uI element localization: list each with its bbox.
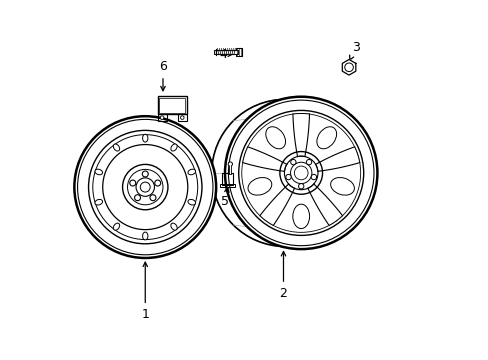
- Circle shape: [224, 97, 377, 249]
- Ellipse shape: [142, 134, 147, 142]
- Circle shape: [228, 100, 373, 246]
- Bar: [222, 173, 232, 185]
- Circle shape: [285, 174, 290, 180]
- Circle shape: [88, 130, 202, 244]
- Circle shape: [140, 182, 150, 192]
- Circle shape: [136, 178, 154, 196]
- Circle shape: [306, 159, 311, 165]
- Circle shape: [284, 156, 317, 190]
- Circle shape: [102, 145, 187, 230]
- Bar: [220, 184, 234, 187]
- Ellipse shape: [187, 169, 195, 175]
- Circle shape: [298, 184, 303, 189]
- Ellipse shape: [95, 169, 102, 175]
- Text: 3: 3: [349, 41, 359, 60]
- Text: 6: 6: [159, 60, 166, 91]
- Bar: [159, 98, 184, 113]
- Ellipse shape: [113, 144, 120, 151]
- Polygon shape: [242, 147, 286, 171]
- Circle shape: [290, 159, 295, 165]
- Bar: [178, 114, 186, 121]
- Circle shape: [93, 135, 197, 239]
- Circle shape: [154, 180, 161, 186]
- Circle shape: [211, 99, 358, 247]
- Bar: [157, 96, 186, 114]
- Ellipse shape: [187, 199, 195, 205]
- Circle shape: [290, 162, 311, 184]
- Circle shape: [294, 166, 307, 180]
- Text: 4: 4: [219, 48, 232, 61]
- Circle shape: [160, 116, 163, 120]
- Bar: [157, 114, 166, 121]
- Circle shape: [279, 152, 322, 194]
- Ellipse shape: [113, 223, 120, 230]
- Circle shape: [344, 63, 353, 72]
- Polygon shape: [260, 184, 294, 225]
- Ellipse shape: [170, 144, 177, 151]
- Ellipse shape: [95, 199, 102, 205]
- Circle shape: [142, 171, 148, 177]
- Ellipse shape: [142, 232, 147, 240]
- Ellipse shape: [170, 223, 177, 230]
- Polygon shape: [315, 147, 359, 171]
- Polygon shape: [292, 114, 309, 157]
- Text: 2: 2: [279, 252, 287, 300]
- Circle shape: [180, 116, 183, 120]
- Polygon shape: [307, 184, 342, 225]
- Circle shape: [134, 195, 140, 201]
- Circle shape: [74, 116, 216, 258]
- Text: 1: 1: [141, 262, 149, 321]
- Circle shape: [228, 162, 232, 166]
- Circle shape: [150, 195, 156, 201]
- Circle shape: [78, 120, 212, 255]
- Bar: [235, 48, 242, 55]
- Polygon shape: [342, 59, 355, 75]
- Circle shape: [241, 113, 360, 232]
- Circle shape: [310, 174, 316, 180]
- Circle shape: [122, 165, 167, 210]
- Circle shape: [127, 169, 163, 205]
- Circle shape: [238, 111, 363, 235]
- Text: 5: 5: [221, 188, 228, 208]
- Circle shape: [129, 180, 136, 186]
